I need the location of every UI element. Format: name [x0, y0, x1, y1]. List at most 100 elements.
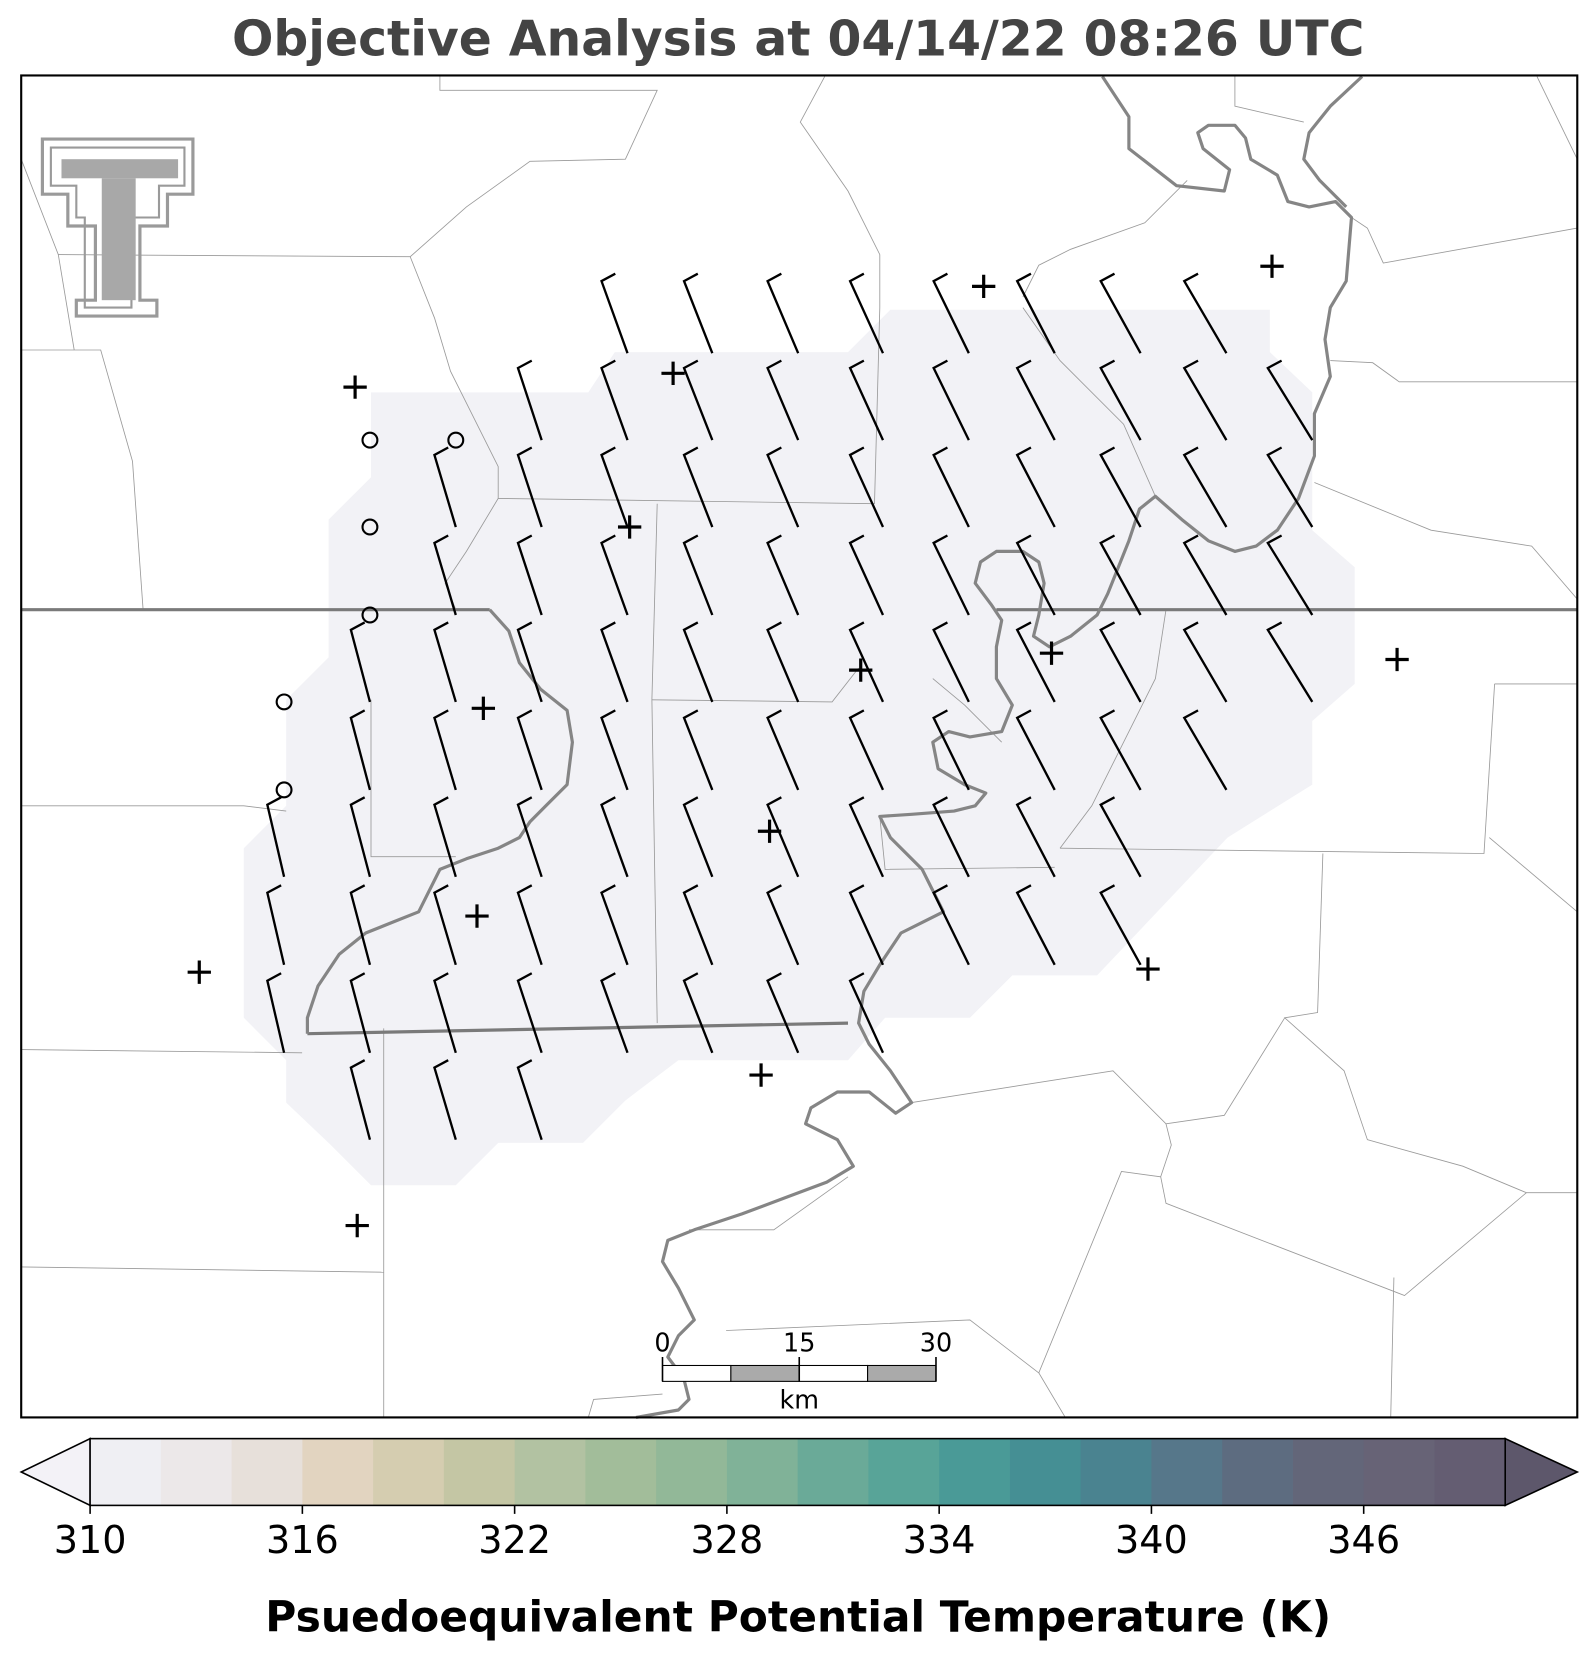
wind-barb: [516, 446, 543, 528]
wind-barb: [1266, 446, 1314, 528]
station-calm: [361, 431, 379, 449]
station-plus: [1039, 641, 1064, 665]
wind-barb: [433, 884, 457, 966]
colorbar-tick-label: 316: [266, 1518, 339, 1562]
colorbar-frame: [89, 1437, 1506, 1507]
wind-barb: [848, 884, 885, 966]
wind-barb: [1099, 709, 1142, 791]
wind-barb: [1015, 272, 1056, 354]
scale-segment: [867, 1364, 937, 1382]
wind-barb: [600, 272, 629, 354]
wind-barb: [932, 884, 970, 966]
wind-barb: [682, 796, 714, 878]
colorbar-extend-low: [19, 1437, 91, 1507]
wind-barb: [848, 446, 885, 528]
wind-barb: [516, 359, 543, 441]
wind-barb: [932, 709, 970, 791]
wind-barb: [600, 359, 629, 441]
wind-barb: [433, 446, 457, 528]
wind-barb: [766, 534, 800, 616]
station-plus: [1136, 957, 1160, 981]
wind-barb: [600, 796, 629, 878]
colorbar-extend-high: [1504, 1437, 1580, 1507]
station-plus: [757, 819, 782, 843]
colorbar-box: [1080, 1438, 1152, 1506]
wind-barb: [516, 709, 543, 791]
logo: [40, 137, 195, 318]
wind-barb: [1015, 446, 1056, 528]
wind-barb: [848, 972, 885, 1054]
colorbar-box: [1009, 1438, 1082, 1506]
wind-barb: [766, 709, 800, 791]
wind-barb: [1099, 359, 1142, 441]
wind-barb: [1099, 884, 1142, 966]
wind-barb: [516, 884, 543, 966]
wind-barb: [600, 884, 629, 966]
station-plus: [749, 1063, 773, 1087]
wind-barb: [349, 621, 372, 703]
wind-barb: [682, 534, 714, 616]
station-plus: [661, 361, 685, 385]
colorbar-box: [1222, 1438, 1294, 1506]
wind-barb: [1015, 884, 1056, 966]
colorbar-box: [1363, 1438, 1435, 1506]
colorbar-box: [231, 1438, 303, 1506]
colorbar-box: [1434, 1438, 1506, 1506]
wind-barb: [433, 972, 457, 1054]
wind-barb: [766, 972, 800, 1054]
stations: [187, 254, 1409, 1238]
state-lines: [21, 608, 1578, 1036]
rivers: [305, 75, 1364, 1419]
wind-barb: [682, 884, 714, 966]
colorbar-box: [797, 1438, 869, 1506]
station-calm: [447, 431, 465, 449]
wind-barb: [349, 796, 372, 878]
wind-barb: [433, 1059, 457, 1141]
title: Objective Analysis at 04/14/22 08:26 UTC: [232, 12, 1364, 68]
wind-barb: [1099, 534, 1142, 616]
wind-barb: [932, 621, 970, 703]
wind-barb: [848, 272, 885, 354]
wind-barb: [600, 709, 629, 791]
colorbar-tick-label: 346: [1327, 1518, 1400, 1562]
wind-barb: [266, 972, 286, 1054]
wind-barb: [1099, 272, 1142, 354]
wind-barb: [682, 272, 714, 354]
map-frame: [20, 74, 1579, 1419]
station-calm: [361, 606, 379, 624]
wind-barb: [682, 972, 714, 1054]
scale-segment: [661, 1364, 732, 1382]
wind-barb: [1266, 359, 1314, 441]
colorbar-tick-label: 340: [1115, 1518, 1188, 1562]
colorbar-box: [302, 1438, 374, 1506]
station-plus: [187, 960, 211, 984]
colorbar-box: [656, 1438, 728, 1506]
wind-barb: [848, 534, 885, 616]
colorbar: 310 316 322 328 334 340 346: [19, 1437, 1580, 1562]
wind-barb: [932, 359, 970, 441]
colorbar-tick-label: 328: [690, 1518, 763, 1562]
station-plus: [972, 274, 996, 299]
colorbar-box: [160, 1438, 233, 1506]
wind-barb: [266, 884, 286, 966]
county-lines: [20, 76, 1578, 1418]
wind-barb: [1015, 621, 1056, 703]
wind-barb: [433, 796, 457, 878]
wind-barb: [1015, 796, 1056, 878]
wind-barb: [1099, 446, 1142, 528]
wind-barb: [1182, 446, 1228, 528]
colorbar-box: [726, 1438, 799, 1506]
wind-barb: [1182, 709, 1228, 791]
wind-barb: [1015, 359, 1056, 441]
wind-barb: [682, 709, 714, 791]
station-plus: [471, 696, 496, 720]
map: 0 15 30 km: [20, 74, 1579, 1419]
colorbar-tick-label: 310: [54, 1518, 127, 1562]
wind-barb: [349, 709, 372, 791]
station-plus: [1260, 254, 1284, 278]
wind-barb: [1099, 621, 1142, 703]
wind-barb: [349, 972, 372, 1054]
wind-barb: [1099, 796, 1142, 878]
wind-barb: [766, 884, 800, 966]
